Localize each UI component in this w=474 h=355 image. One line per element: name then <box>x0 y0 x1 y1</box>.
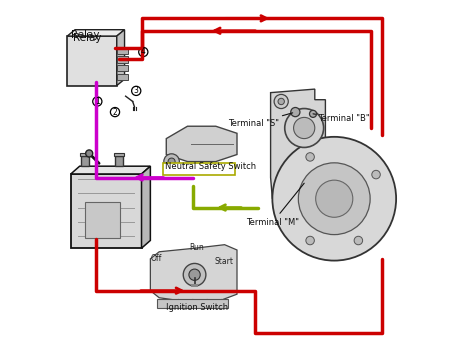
Circle shape <box>164 154 179 169</box>
FancyBboxPatch shape <box>114 153 124 156</box>
Circle shape <box>110 108 119 117</box>
Polygon shape <box>150 245 237 305</box>
Circle shape <box>132 86 141 95</box>
FancyBboxPatch shape <box>81 153 90 156</box>
Polygon shape <box>166 126 237 162</box>
Polygon shape <box>71 166 150 174</box>
Text: 4: 4 <box>141 48 146 56</box>
Circle shape <box>189 269 200 280</box>
Text: Terminal "B": Terminal "B" <box>313 114 370 123</box>
Text: Relay: Relay <box>73 33 101 43</box>
Circle shape <box>168 158 175 165</box>
Circle shape <box>93 97 102 106</box>
Text: Ignition Switch: Ignition Switch <box>166 303 228 312</box>
Circle shape <box>285 109 324 147</box>
FancyBboxPatch shape <box>115 156 123 166</box>
Circle shape <box>86 150 93 157</box>
Circle shape <box>278 98 284 105</box>
FancyBboxPatch shape <box>164 163 235 175</box>
Circle shape <box>354 236 363 245</box>
Text: Terminal "S": Terminal "S" <box>228 113 292 128</box>
Circle shape <box>306 236 314 245</box>
FancyBboxPatch shape <box>85 202 120 237</box>
Text: Start: Start <box>214 257 233 266</box>
Text: Terminal "M": Terminal "M" <box>246 183 304 227</box>
Circle shape <box>316 180 353 217</box>
FancyBboxPatch shape <box>118 47 128 54</box>
Circle shape <box>306 153 314 161</box>
Text: Off: Off <box>150 253 162 263</box>
FancyBboxPatch shape <box>118 65 128 71</box>
Text: Neutral Safety Switch: Neutral Safety Switch <box>164 162 255 171</box>
FancyBboxPatch shape <box>71 174 142 248</box>
FancyBboxPatch shape <box>118 74 128 80</box>
FancyBboxPatch shape <box>82 156 89 166</box>
Circle shape <box>372 170 380 179</box>
Circle shape <box>139 47 148 56</box>
FancyBboxPatch shape <box>118 56 128 62</box>
Text: Run: Run <box>189 243 204 252</box>
Text: Relay: Relay <box>71 30 99 40</box>
Text: 2: 2 <box>113 108 118 116</box>
Polygon shape <box>117 30 125 86</box>
Circle shape <box>273 137 396 261</box>
Polygon shape <box>142 166 150 248</box>
FancyBboxPatch shape <box>191 284 198 287</box>
FancyBboxPatch shape <box>157 300 228 308</box>
Circle shape <box>291 108 300 117</box>
Text: 1: 1 <box>95 97 100 106</box>
Polygon shape <box>67 30 125 36</box>
Circle shape <box>183 263 206 286</box>
Circle shape <box>310 110 317 118</box>
Circle shape <box>274 94 288 109</box>
FancyBboxPatch shape <box>67 36 117 86</box>
Circle shape <box>293 118 315 138</box>
Polygon shape <box>271 89 326 199</box>
Text: 3: 3 <box>134 86 139 95</box>
Circle shape <box>298 163 370 235</box>
